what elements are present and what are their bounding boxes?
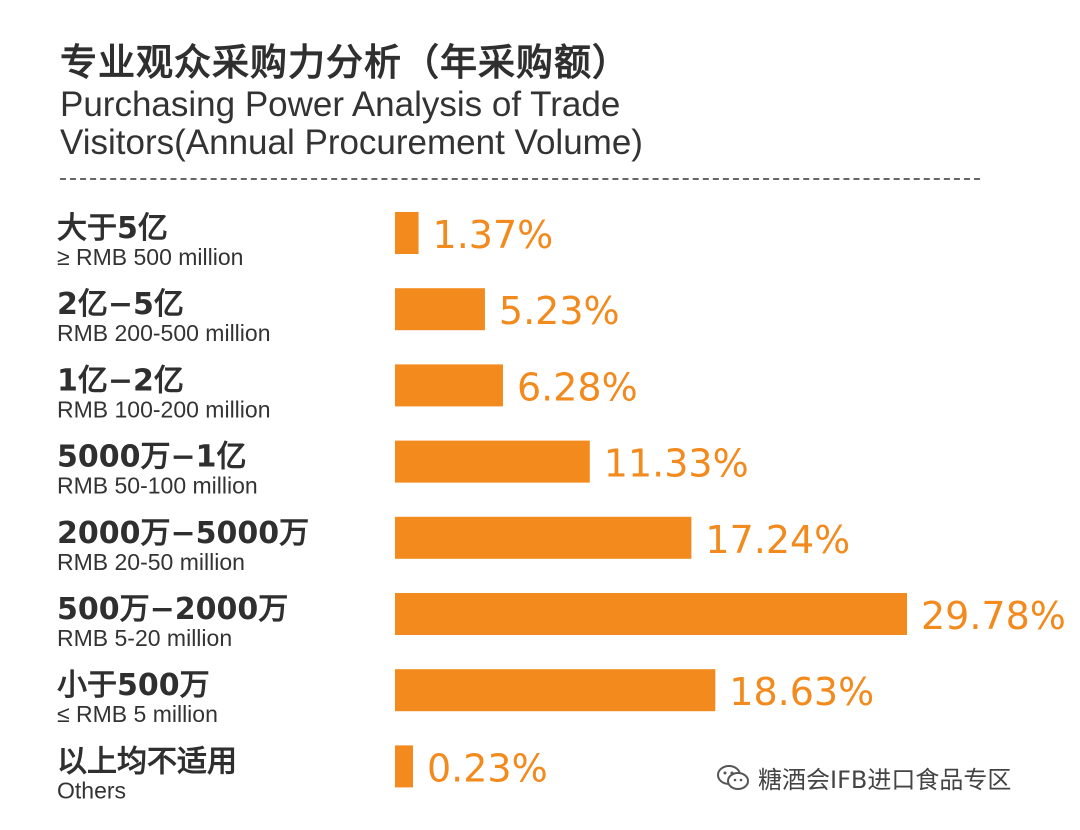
- category-label-cn: 5000万−1亿: [57, 440, 247, 475]
- category-label-cn: 1亿−2亿: [57, 363, 184, 398]
- data-label: 17.24%: [705, 518, 850, 562]
- divider: [60, 178, 980, 180]
- bar: [395, 212, 419, 254]
- category-label-cn: 2000万−5000万: [57, 516, 309, 551]
- data-label: 29.78%: [921, 594, 1066, 638]
- category-label-en: RMB 5-20 million: [57, 625, 232, 651]
- wechat-icon: [717, 764, 749, 790]
- category-label-en: RMB 20-50 million: [57, 549, 245, 575]
- data-label: 5.23%: [499, 289, 620, 333]
- category-label-cn: 2亿−5亿: [57, 287, 184, 322]
- bar: [395, 516, 692, 559]
- category-label-en: RMB 100-200 million: [57, 396, 270, 422]
- bar: [395, 288, 485, 331]
- data-label: 18.63%: [729, 670, 874, 714]
- bar: [395, 745, 413, 788]
- data-label: 6.28%: [517, 365, 638, 409]
- bar: [395, 440, 590, 483]
- category-label-cn: 以上均不适用: [57, 744, 237, 779]
- category-label-cn: 小于500万: [57, 668, 210, 703]
- category-label-cn: 大于5亿: [57, 211, 168, 246]
- data-label: 0.23%: [427, 746, 548, 790]
- bar: [395, 364, 503, 407]
- bar: [395, 593, 907, 635]
- category-label-en: ≥ RMB 500 million: [57, 244, 243, 270]
- category-label-en: Others: [57, 777, 126, 803]
- category-label-cn: 500万−2000万: [57, 592, 288, 627]
- data-label: 1.37%: [433, 213, 554, 257]
- bar: [395, 669, 716, 712]
- data-label: 11.33%: [604, 442, 749, 486]
- watermark-text: 糖酒会IFB进口食品专区: [758, 766, 1012, 794]
- chart-title: 专业观众采购力分析（年采购额）: [60, 41, 630, 84]
- category-label-en: RMB 200-500 million: [57, 320, 270, 346]
- category-label-en: RMB 50-100 million: [57, 473, 258, 499]
- category-label-en: ≤ RMB 5 million: [57, 701, 218, 727]
- chart-subtitle: Purchasing Power Analysis of Trade Visit…: [60, 85, 643, 162]
- watermark: 糖酒会IFB进口食品专区: [716, 760, 1011, 795]
